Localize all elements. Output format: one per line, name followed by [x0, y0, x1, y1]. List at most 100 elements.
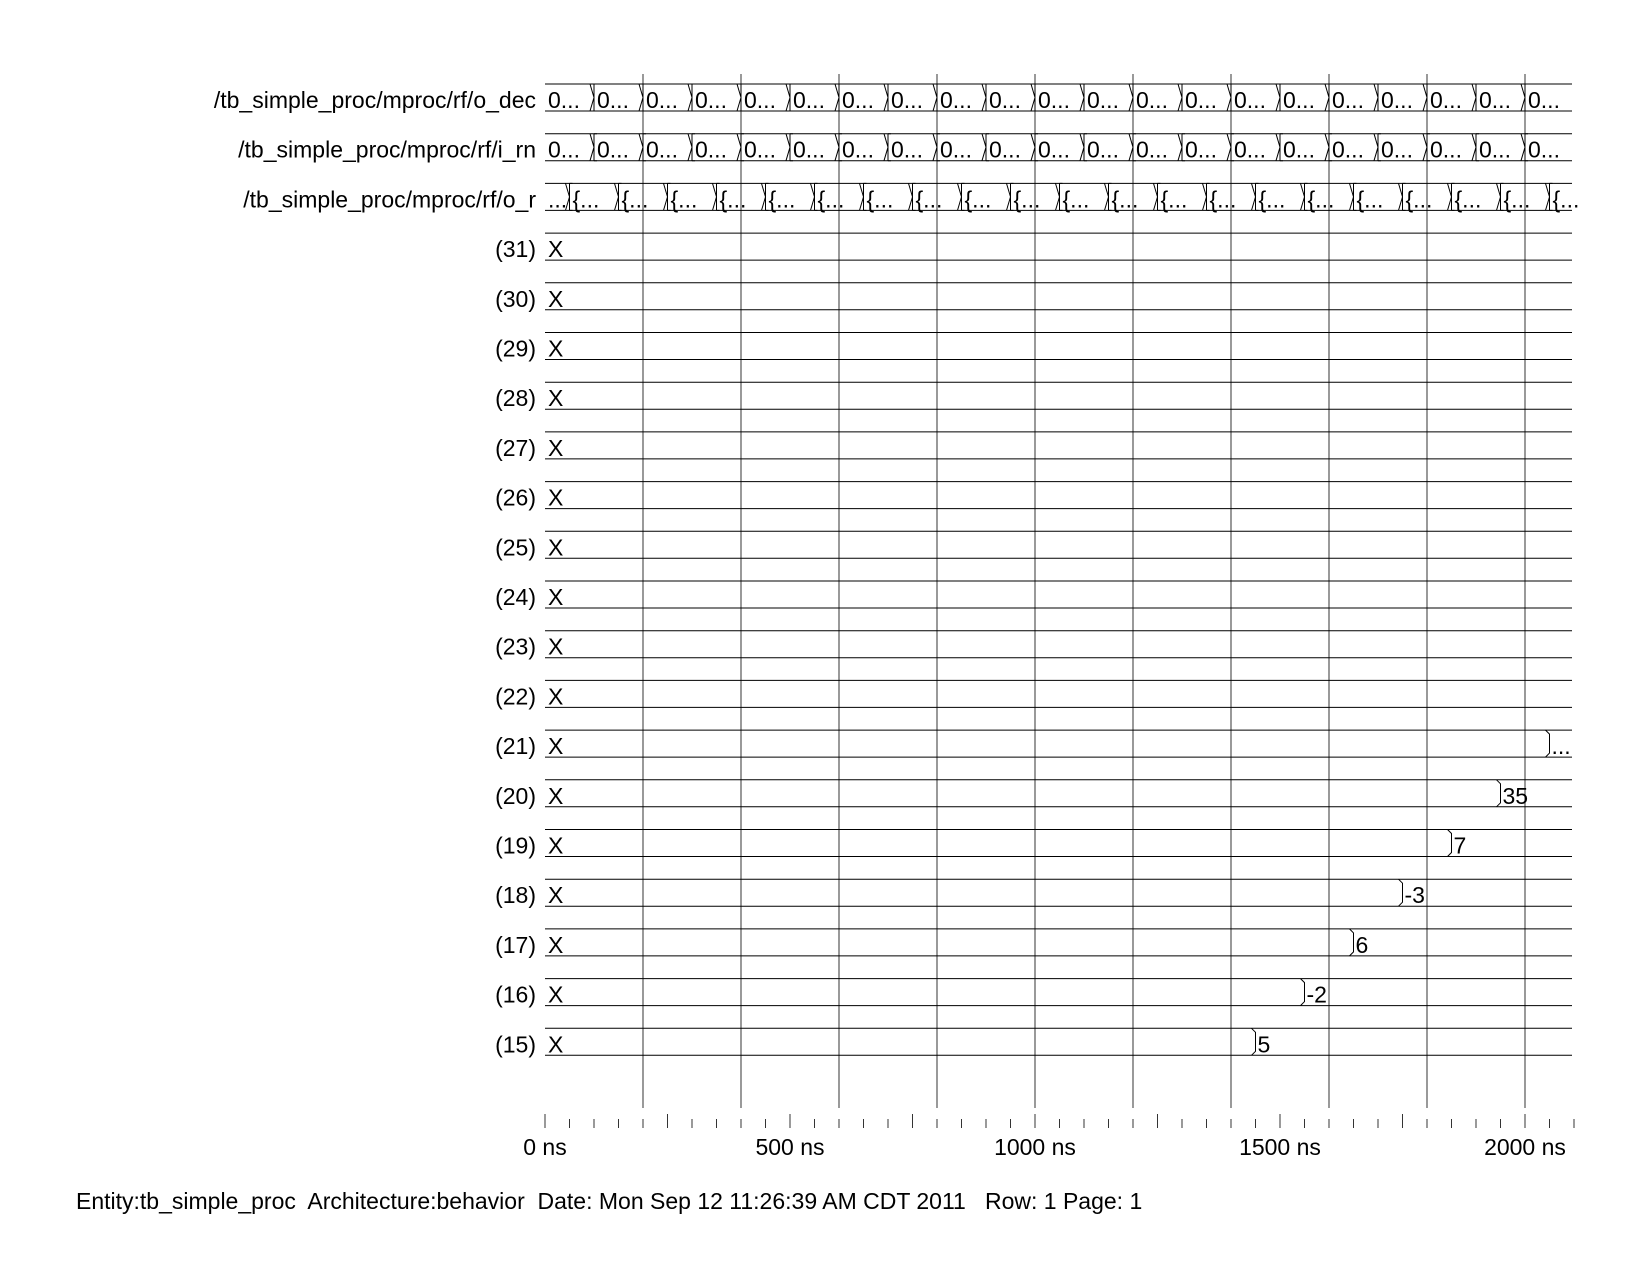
- bus-transition: [883, 133, 891, 162]
- bus-transition: [1153, 182, 1161, 211]
- bus-transition: [1128, 133, 1136, 162]
- bus-value: {...: [1063, 186, 1090, 212]
- bus-transition: [1349, 182, 1357, 211]
- axis-label: 1500 ns: [1239, 1134, 1321, 1160]
- bus-transition: [1128, 83, 1136, 112]
- bus-value: 0...: [940, 87, 972, 113]
- bus-value: 0...: [1087, 137, 1119, 163]
- initial-value: X: [548, 584, 563, 610]
- signal-name: /tb_simple_proc/mproc/rf/i_rn: [238, 137, 536, 163]
- bus-transition: [736, 133, 744, 162]
- bus-value: 0...: [891, 87, 923, 113]
- initial-value: X: [548, 286, 563, 312]
- bus-value: 0...: [1528, 137, 1560, 163]
- bus-value: 0...: [1234, 137, 1266, 163]
- value-transition: [1447, 829, 1452, 857]
- bus-value: {...: [1014, 186, 1041, 212]
- bus-value: 0...: [793, 87, 825, 113]
- bus-transition: [687, 83, 695, 112]
- bus-value: 0...: [1136, 137, 1168, 163]
- bus-value: {...: [1161, 186, 1188, 212]
- bus-value: 0...: [695, 87, 727, 113]
- bus-transition: [1398, 182, 1406, 211]
- bus-transition: [712, 182, 720, 211]
- signal-name: (17): [495, 932, 536, 958]
- bus-value: 0...: [1528, 87, 1560, 113]
- value-transition: [1349, 928, 1354, 957]
- bus-value: {...: [769, 186, 796, 212]
- changed-value: -2: [1307, 982, 1327, 1008]
- value-transition: [1251, 1027, 1256, 1056]
- initial-value: X: [548, 683, 563, 709]
- signal-name: (21): [495, 733, 536, 759]
- bus-transition: [1447, 182, 1455, 211]
- bus-transition: [981, 83, 989, 112]
- initial-value: X: [548, 982, 563, 1008]
- signal-name: (25): [495, 534, 536, 560]
- signal-name: (23): [495, 634, 536, 660]
- bus-transition: [1275, 133, 1283, 162]
- bus-value: 0...: [1087, 87, 1119, 113]
- initial-value: X: [548, 435, 563, 461]
- bus-transition: [1422, 133, 1430, 162]
- bus-value: {...: [965, 186, 992, 212]
- bus-value: 0...: [1136, 87, 1168, 113]
- bus-value: 0...: [1185, 137, 1217, 163]
- changed-value: ...: [1552, 733, 1571, 759]
- signal-name: (30): [495, 286, 536, 312]
- value-transition: [1545, 729, 1550, 758]
- bus-transition: [1520, 133, 1528, 162]
- signal-name: (20): [495, 783, 536, 809]
- bus-transition: [957, 182, 965, 211]
- bus-value: {...: [671, 186, 698, 212]
- bus-transition: [1079, 83, 1087, 112]
- bus-value: 0...: [1038, 87, 1070, 113]
- initial-value: X: [548, 783, 563, 809]
- bus-value: 0...: [989, 137, 1021, 163]
- initial-value: X: [548, 634, 563, 660]
- bus-transition: [1079, 133, 1087, 162]
- value-transition: [1496, 779, 1501, 808]
- bus-transition: [1422, 83, 1430, 112]
- bus-transition: [1545, 182, 1553, 211]
- bus-value: 0...: [1283, 137, 1315, 163]
- bus-transition: [1006, 182, 1014, 211]
- bus-transition: [1471, 83, 1479, 112]
- bus-value: 0...: [842, 87, 874, 113]
- bus-transition: [1226, 133, 1234, 162]
- initial-value: X: [548, 236, 563, 262]
- bus-transition: [859, 182, 867, 211]
- bus-transition: [1300, 182, 1308, 211]
- bus-value: {...: [1210, 186, 1237, 212]
- bus-value: 0...: [1479, 137, 1511, 163]
- bus-value: 0...: [646, 137, 678, 163]
- initial-value: X: [548, 336, 563, 362]
- signal-name: (18): [495, 882, 536, 908]
- bus-value: {...: [1455, 186, 1482, 212]
- bus-transition: [932, 133, 940, 162]
- bus-value: {...: [622, 186, 649, 212]
- bus-value: {...: [1357, 186, 1384, 212]
- initial-value: X: [548, 1031, 563, 1057]
- bus-transition: [1496, 182, 1504, 211]
- bus-value: 0...: [744, 87, 776, 113]
- bus-value: ...: [548, 186, 567, 212]
- bus-transition: [1275, 83, 1283, 112]
- bus-value: 0...: [891, 137, 923, 163]
- bus-value: {...: [1504, 186, 1531, 212]
- bus-value: 0...: [1381, 87, 1413, 113]
- bus-value: {...: [1553, 186, 1580, 212]
- bus-value: {...: [818, 186, 845, 212]
- changed-value: 35: [1503, 783, 1529, 809]
- bus-value: 0...: [597, 137, 629, 163]
- bus-transition: [736, 83, 744, 112]
- signal-name: (29): [495, 336, 536, 362]
- changed-value: 5: [1258, 1031, 1271, 1057]
- bus-transition: [589, 83, 597, 112]
- bus-value: 0...: [1381, 137, 1413, 163]
- initial-value: X: [548, 833, 563, 859]
- bus-transition: [1226, 83, 1234, 112]
- bus-value: {...: [573, 186, 600, 212]
- value-transition: [1398, 878, 1403, 907]
